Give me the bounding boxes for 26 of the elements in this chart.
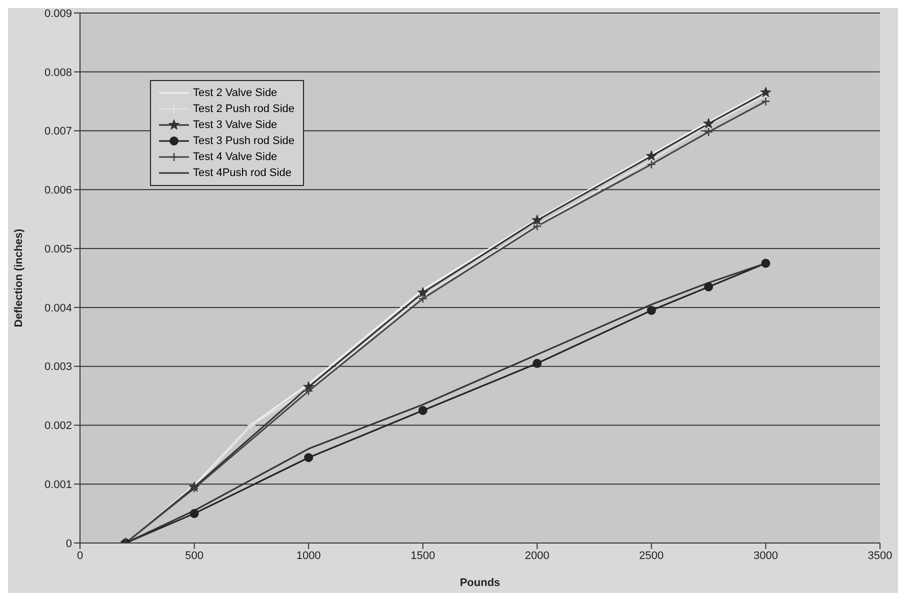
y-tick-label: 0.005 [44, 243, 72, 256]
legend-label: Test 2 Push rod Side [193, 103, 295, 115]
x-tick-label: 1500 [410, 550, 436, 562]
legend-label: Test 3 Push rod Side [193, 135, 295, 147]
y-tick-label: 0 [66, 538, 72, 550]
y-tick-label: 0.001 [44, 479, 72, 492]
x-tick-label: 0 [76, 550, 84, 562]
y-tick-label: 0.002 [44, 420, 72, 432]
x-tick-label: 1000 [296, 550, 321, 562]
legend-label: Test 3 Valve Side [193, 119, 278, 131]
x-tick-label: 2000 [524, 550, 550, 562]
y-tick-label: 0.008 [44, 66, 72, 79]
x-tick-label: 2500 [639, 550, 664, 562]
x-tick-label: 3500 [868, 550, 892, 562]
y-tick-label: 0.006 [44, 184, 72, 197]
x-axis-title: Pounds [460, 577, 500, 589]
x-tick-label: 3000 [753, 550, 778, 562]
y-tick-label: 0.007 [44, 126, 72, 138]
y-tick-label: 0.009 [44, 8, 72, 20]
legend-label: Test 4 Valve Side [193, 151, 278, 163]
legend-label: Test 2 Valve Side [193, 87, 278, 99]
x-tick-label: 500 [185, 550, 204, 562]
legend-label: Test 4Push rod Side [193, 167, 292, 179]
y-axis-title: Deflection (inches) [12, 228, 25, 328]
y-tick-label: 0.004 [44, 302, 72, 314]
y-tick-label: 0.003 [44, 361, 72, 374]
